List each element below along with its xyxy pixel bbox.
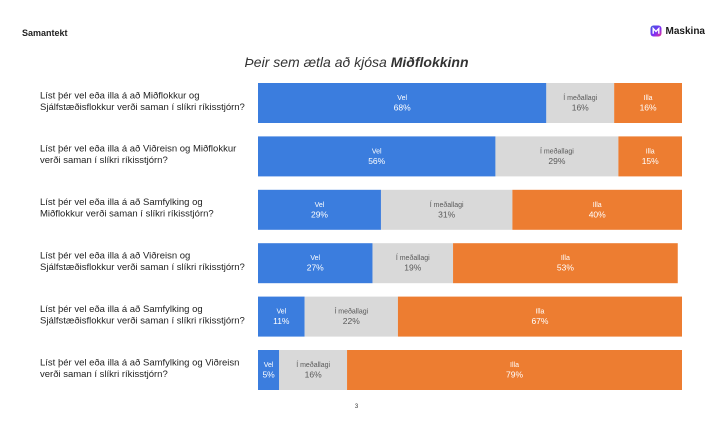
data-label: 67% — [531, 316, 548, 326]
bar-segment — [258, 136, 496, 177]
segment-category-label: Vel — [315, 202, 325, 209]
segment-category-label: Illa — [646, 148, 655, 155]
segment-category-label: Illa — [644, 95, 653, 102]
segment-category-label: Vel — [264, 362, 274, 369]
bar-segment — [258, 350, 280, 390]
data-label: 16% — [572, 103, 589, 113]
segment-category-label: Illa — [510, 362, 519, 369]
question-label-line: Sjálfstæðisflokkur verði saman í slíkri … — [40, 102, 245, 113]
bar-segment — [495, 136, 619, 177]
data-label: 15% — [642, 156, 659, 166]
question-label-line: verði saman í slíkri ríkisstjórn? — [40, 369, 168, 380]
brand-logo: Maskina — [650, 25, 705, 37]
data-label: 16% — [640, 103, 657, 113]
question-label-line: Líst þér vel eða illa á að Miðflokkur og — [40, 90, 199, 101]
bar-segment — [258, 189, 381, 230]
chart-title: Þeir sem ætla að kjósa Miðflokkinn — [0, 54, 713, 70]
bar-segment — [614, 83, 682, 123]
bar-segment — [304, 296, 398, 337]
data-label: 11% — [273, 316, 290, 326]
segment-category-label: Vel — [397, 95, 407, 102]
bar-segment — [397, 296, 682, 337]
chart-title-emphasis: Miðflokkinn — [390, 54, 469, 70]
data-label: 5% — [262, 370, 275, 380]
bar-segment — [258, 243, 373, 284]
segment-category-label: Í meðallagi — [563, 93, 597, 102]
question-label-line: Líst þér vel eða illa á að Viðreisn og M… — [40, 144, 236, 155]
question-label-line: Sjálfstæðisflokkur verði saman í slíkri … — [40, 262, 245, 273]
data-label: 79% — [506, 370, 523, 380]
bar-segment — [258, 83, 547, 123]
question-label-line: Miðflokkur verði saman í slíkri ríkisstj… — [40, 209, 214, 220]
bar-segment — [380, 189, 513, 230]
segment-category-label: Illa — [561, 255, 570, 262]
question-label-line: verði saman í slíkri ríkisstjórn? — [40, 155, 168, 166]
bar-segment — [512, 189, 682, 230]
question-label-line: Líst þér vel eða illa á að Viðreisn og — [40, 250, 190, 261]
data-label: 29% — [548, 156, 565, 166]
segment-category-label: Vel — [276, 309, 286, 316]
bar-segment — [279, 350, 348, 390]
chart-title-prefix: Þeir sem ætla að kjósa — [244, 54, 387, 70]
page-number: 3 — [354, 404, 359, 410]
question-label-line: Líst þér vel eða illa á að Samfylking og — [40, 197, 203, 208]
data-label: 53% — [557, 263, 574, 273]
maskina-logo-icon — [650, 25, 662, 37]
segment-category-label: Í meðallagi — [430, 200, 464, 209]
brand-name: Maskina — [665, 25, 705, 37]
data-label: 68% — [394, 103, 411, 113]
segment-category-label: Illa — [593, 202, 602, 209]
bar-segment — [546, 83, 615, 123]
segment-category-label: Í meðallagi — [396, 253, 430, 262]
bar-segment — [453, 243, 678, 284]
question-label-line: Líst þér vel eða illa á að Samfylking og… — [40, 357, 239, 368]
bar-segment — [618, 136, 682, 177]
segment-category-label: Í meðallagi — [296, 360, 330, 369]
data-label: 29% — [311, 209, 328, 219]
bar-segment — [258, 296, 305, 337]
bar-segment — [347, 350, 682, 390]
segment-category-label: Í meðallagi — [540, 146, 574, 155]
data-label: 40% — [589, 209, 606, 219]
segment-category-label: Vel — [310, 255, 320, 262]
segment-category-label: Illa — [535, 309, 544, 316]
question-label-line: Sjálfstæðisflokkur verði saman í slíkri … — [40, 315, 245, 326]
data-label: 56% — [368, 156, 385, 166]
data-label: 19% — [404, 263, 421, 273]
header-section-label: Samantekt — [22, 28, 68, 38]
data-label: 27% — [307, 263, 324, 273]
data-label: 16% — [305, 370, 322, 380]
data-label: 22% — [343, 316, 360, 326]
segment-category-label: Í meðallagi — [334, 307, 368, 316]
question-label-line: Líst þér vel eða illa á að Samfylking og — [40, 304, 203, 315]
data-label: 31% — [438, 209, 455, 219]
segment-category-label: Vel — [372, 148, 382, 155]
bar-segment — [372, 243, 454, 284]
